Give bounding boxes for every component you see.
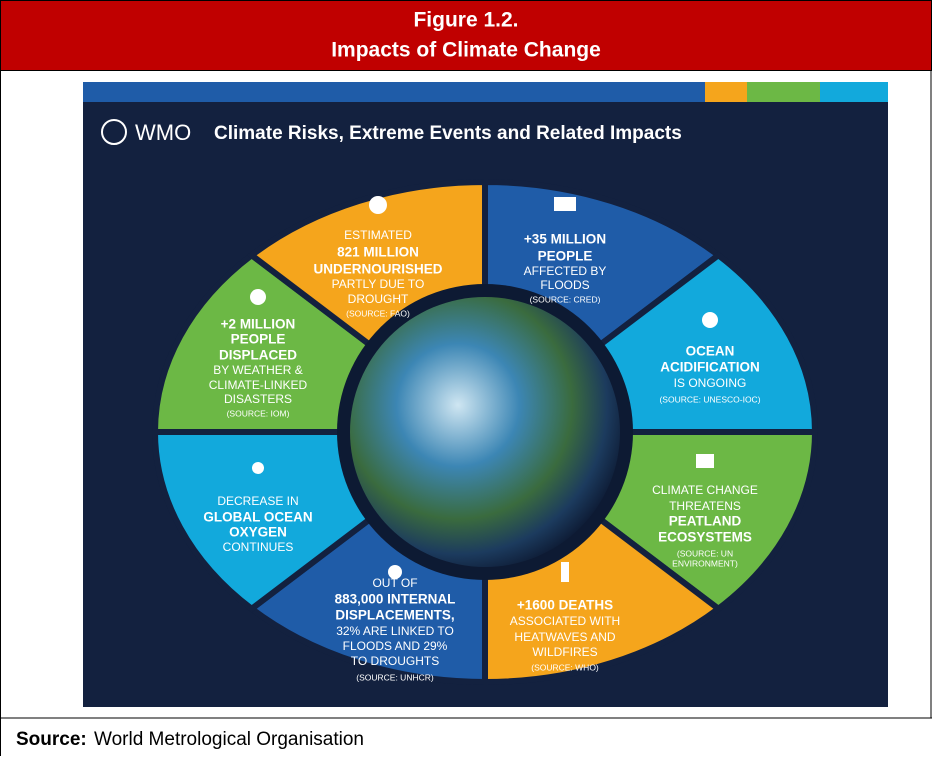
source-text: World Metrological Organisation xyxy=(94,729,364,750)
color-strip xyxy=(83,82,705,102)
segment-source: (SOURCE: UNESCO-IOC) xyxy=(659,394,760,404)
segment-text: 32% ARE LINKED TO xyxy=(336,624,454,638)
icon xyxy=(252,462,264,474)
segment-text: OXYGEN xyxy=(229,525,287,540)
segment-source: (SOURCE: UNHCR) xyxy=(356,672,434,682)
segment-text: DROUGHT xyxy=(348,292,409,306)
header-bar xyxy=(0,0,932,71)
segment-text: OCEAN xyxy=(686,344,735,359)
segment-text: PARTLY DUE TO xyxy=(332,277,425,291)
segment-text: CLIMATE CHANGE xyxy=(652,483,758,497)
segment-texts: ESTIMATED 821 MILLION UNDERNOURISHED PAR… xyxy=(203,228,760,682)
segment-text: ASSOCIATED WITH xyxy=(510,614,620,628)
wmo-brand: WMO xyxy=(135,120,191,145)
icon xyxy=(388,565,402,579)
icon xyxy=(561,562,569,582)
globe xyxy=(350,297,620,567)
infographic: WMO Climate Risks, Extreme Events and Re… xyxy=(83,82,888,707)
segment-text: 821 MILLION xyxy=(337,245,419,260)
segment-text: FLOODS AND 29% xyxy=(343,639,448,653)
segment-text: +35 MILLION xyxy=(524,232,606,247)
icon xyxy=(702,312,718,328)
segment-text: TO DROUGHTS xyxy=(351,654,439,668)
segment-text: BY WEATHER & xyxy=(213,363,303,377)
segment-text: OUT OF xyxy=(372,576,417,590)
wmo-logo xyxy=(101,119,127,145)
icons xyxy=(250,196,718,582)
segment-source: (SOURCE: CRED) xyxy=(530,294,601,304)
segment-source: (SOURCE: FAO) xyxy=(346,308,410,318)
icon xyxy=(369,196,387,214)
segment-text: PEATLAND xyxy=(669,514,742,529)
segment-text: UNDERNOURISHED xyxy=(313,262,442,277)
segment-text: CONTINUES xyxy=(223,540,294,554)
segment-source: (SOURCE: UN xyxy=(677,548,733,558)
segment-text: 883,000 INTERNAL xyxy=(335,592,456,607)
segment-text: ESTIMATED xyxy=(344,228,412,242)
figure-title: Impacts of Climate Change xyxy=(331,39,601,62)
segment-source: (SOURCE: WHO) xyxy=(531,662,599,672)
segment-text: PEOPLE xyxy=(231,332,286,347)
infographic-title: Climate Risks, Extreme Events and Relate… xyxy=(214,123,682,144)
figure-label: Figure 1.2. xyxy=(413,9,518,32)
segment-text: DISPLACED xyxy=(219,348,297,363)
segment-text: DISASTERS xyxy=(224,392,292,406)
segment-text: FLOODS xyxy=(540,278,589,292)
segment-text: WILDFIRES xyxy=(532,645,597,659)
segment-text: PEOPLE xyxy=(538,249,593,264)
segment-text: IS ONGOING xyxy=(674,376,747,390)
segment-text: +2 MILLION xyxy=(221,317,296,332)
icon xyxy=(250,289,266,305)
segment-text: ECOSYSTEMS xyxy=(658,530,752,545)
icon xyxy=(554,197,576,211)
color-strip xyxy=(820,82,888,102)
segment-text: GLOBAL OCEAN xyxy=(203,510,312,525)
segment-text: AFFECTED BY xyxy=(524,264,607,278)
segment-text: DISPLACEMENTS, xyxy=(335,608,454,623)
segment-text: HEATWAVES AND xyxy=(514,630,615,644)
segment-text: ACIDIFICATION xyxy=(660,360,760,375)
segment-text: THREATENS xyxy=(669,499,741,513)
color-strip xyxy=(747,82,820,102)
segment-text: CLIMATE-LINKED xyxy=(209,378,308,392)
color-strip xyxy=(705,82,747,102)
segment-source: ENVIRONMENT) xyxy=(672,558,738,568)
segment-text: DECREASE IN xyxy=(217,494,298,508)
icon xyxy=(696,454,714,468)
segment-text: +1600 DEATHS xyxy=(517,598,613,613)
segment-source: (SOURCE: IOM) xyxy=(227,408,290,418)
source-label: Source: xyxy=(16,729,87,750)
